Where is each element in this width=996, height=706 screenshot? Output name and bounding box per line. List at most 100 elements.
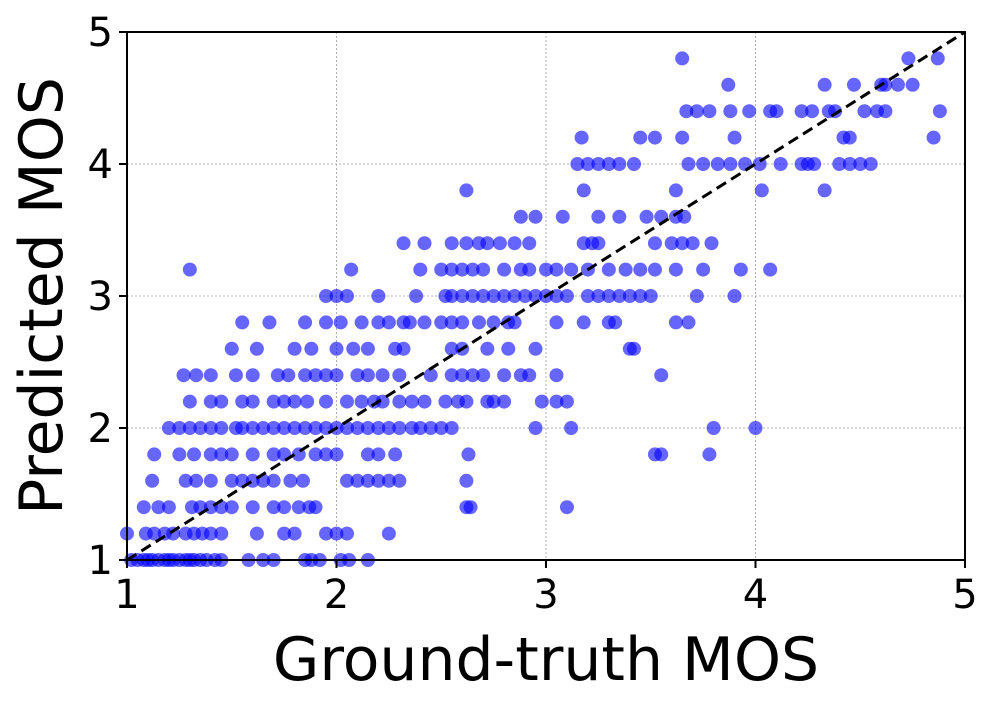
y-tick-label: 4 bbox=[88, 142, 113, 188]
data-point bbox=[277, 394, 292, 409]
data-point bbox=[522, 262, 537, 277]
data-point bbox=[371, 315, 386, 330]
data-point bbox=[434, 421, 449, 435]
data-point bbox=[235, 315, 250, 330]
data-point bbox=[842, 157, 857, 171]
data-point bbox=[723, 157, 738, 171]
data-point bbox=[633, 130, 648, 145]
data-point bbox=[591, 209, 606, 224]
data-point bbox=[817, 183, 832, 198]
data-point bbox=[513, 209, 528, 224]
data-point bbox=[539, 262, 553, 277]
data-point bbox=[266, 473, 281, 488]
data-point bbox=[438, 394, 453, 409]
data-point bbox=[182, 421, 197, 435]
data-point bbox=[417, 315, 432, 330]
data-point bbox=[710, 157, 725, 171]
data-point bbox=[319, 315, 334, 330]
data-point bbox=[576, 315, 591, 330]
data-point bbox=[465, 368, 480, 383]
data-point bbox=[203, 368, 218, 383]
data-point bbox=[224, 473, 239, 488]
data-point bbox=[396, 341, 411, 356]
data-point bbox=[360, 473, 375, 488]
data-point bbox=[612, 289, 627, 303]
data-point bbox=[147, 526, 162, 541]
data-point bbox=[235, 421, 250, 435]
data-point bbox=[151, 500, 166, 515]
data-point bbox=[528, 421, 543, 435]
data-point bbox=[287, 341, 302, 356]
data-point bbox=[580, 157, 595, 171]
data-point bbox=[455, 368, 470, 383]
identity-reference-line bbox=[126, 30, 966, 562]
data-point bbox=[564, 262, 579, 277]
data-point bbox=[794, 104, 809, 119]
data-point bbox=[245, 421, 260, 435]
data-point bbox=[308, 421, 323, 435]
data-point bbox=[287, 394, 302, 409]
data-point bbox=[214, 394, 229, 409]
data-point bbox=[371, 473, 386, 488]
data-point bbox=[576, 183, 591, 198]
data-point bbox=[249, 526, 264, 541]
data-point bbox=[444, 289, 459, 303]
data-point bbox=[444, 262, 459, 277]
data-point bbox=[235, 394, 250, 409]
x-tick-label: 2 bbox=[324, 572, 349, 618]
data-point bbox=[319, 447, 334, 462]
data-point bbox=[308, 500, 323, 515]
data-point bbox=[549, 315, 564, 330]
data-point bbox=[147, 447, 162, 462]
data-point bbox=[409, 289, 424, 303]
data-point bbox=[189, 473, 204, 488]
data-point bbox=[696, 262, 711, 277]
data-point bbox=[723, 104, 738, 119]
y-axis-label: Predicted MOS bbox=[7, 77, 77, 515]
data-point bbox=[214, 421, 229, 435]
data-point bbox=[266, 447, 281, 462]
data-point bbox=[612, 209, 627, 224]
data-point bbox=[381, 315, 396, 330]
data-point bbox=[807, 157, 822, 171]
data-point bbox=[319, 368, 334, 383]
data-point bbox=[679, 104, 694, 119]
data-point bbox=[492, 236, 507, 251]
x-tick-label: 3 bbox=[533, 572, 558, 618]
data-point bbox=[214, 526, 229, 541]
data-point bbox=[890, 77, 905, 92]
data-point bbox=[846, 77, 861, 92]
data-point bbox=[773, 157, 788, 171]
data-point bbox=[639, 209, 654, 224]
data-point bbox=[381, 421, 396, 435]
data-point bbox=[178, 473, 193, 488]
data-point bbox=[371, 447, 386, 462]
data-point bbox=[480, 236, 495, 251]
data-point bbox=[281, 368, 296, 383]
data-point bbox=[832, 157, 847, 171]
data-point bbox=[633, 289, 648, 303]
data-point bbox=[497, 289, 512, 303]
data-point bbox=[486, 394, 501, 409]
data-point bbox=[591, 157, 606, 171]
data-point bbox=[203, 447, 218, 462]
data-point bbox=[518, 289, 533, 303]
data-point bbox=[145, 473, 160, 488]
data-point bbox=[549, 394, 564, 409]
data-point bbox=[601, 157, 616, 171]
data-point bbox=[277, 526, 292, 541]
data-point bbox=[360, 447, 375, 462]
data-point bbox=[742, 104, 757, 119]
data-point bbox=[392, 473, 407, 488]
data-point bbox=[203, 394, 218, 409]
data-point bbox=[696, 157, 711, 171]
data-point bbox=[224, 500, 239, 515]
data-point bbox=[522, 236, 537, 251]
data-point bbox=[300, 394, 315, 409]
data-point bbox=[262, 315, 277, 330]
data-point bbox=[444, 368, 459, 383]
data-point bbox=[344, 262, 359, 277]
data-point bbox=[329, 526, 344, 541]
data-point bbox=[423, 368, 438, 383]
